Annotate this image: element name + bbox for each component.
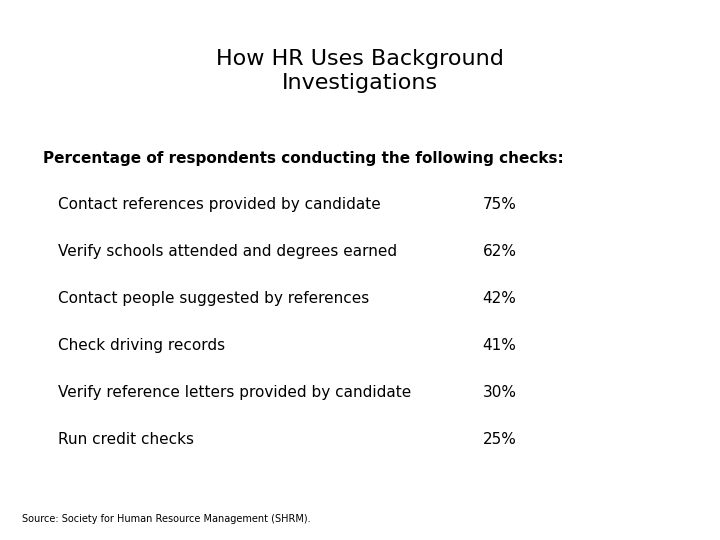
Text: 30%: 30% xyxy=(482,385,516,400)
Text: Verify schools attended and degrees earned: Verify schools attended and degrees earn… xyxy=(58,244,397,259)
Text: How HR Uses Background
Investigations: How HR Uses Background Investigations xyxy=(216,49,504,92)
Text: 42%: 42% xyxy=(482,291,516,306)
Text: Contact people suggested by references: Contact people suggested by references xyxy=(58,291,369,306)
Text: Run credit checks: Run credit checks xyxy=(58,432,194,447)
Text: Source: Society for Human Resource Management (SHRM).: Source: Society for Human Resource Manag… xyxy=(22,514,310,524)
Text: Percentage of respondents conducting the following checks:: Percentage of respondents conducting the… xyxy=(43,151,564,166)
Text: Contact references provided by candidate: Contact references provided by candidate xyxy=(58,197,380,212)
Text: Check driving records: Check driving records xyxy=(58,338,225,353)
Text: 75%: 75% xyxy=(482,197,516,212)
Text: 25%: 25% xyxy=(482,432,516,447)
Text: 41%: 41% xyxy=(482,338,516,353)
Text: Verify reference letters provided by candidate: Verify reference letters provided by can… xyxy=(58,385,411,400)
Text: 62%: 62% xyxy=(482,244,516,259)
